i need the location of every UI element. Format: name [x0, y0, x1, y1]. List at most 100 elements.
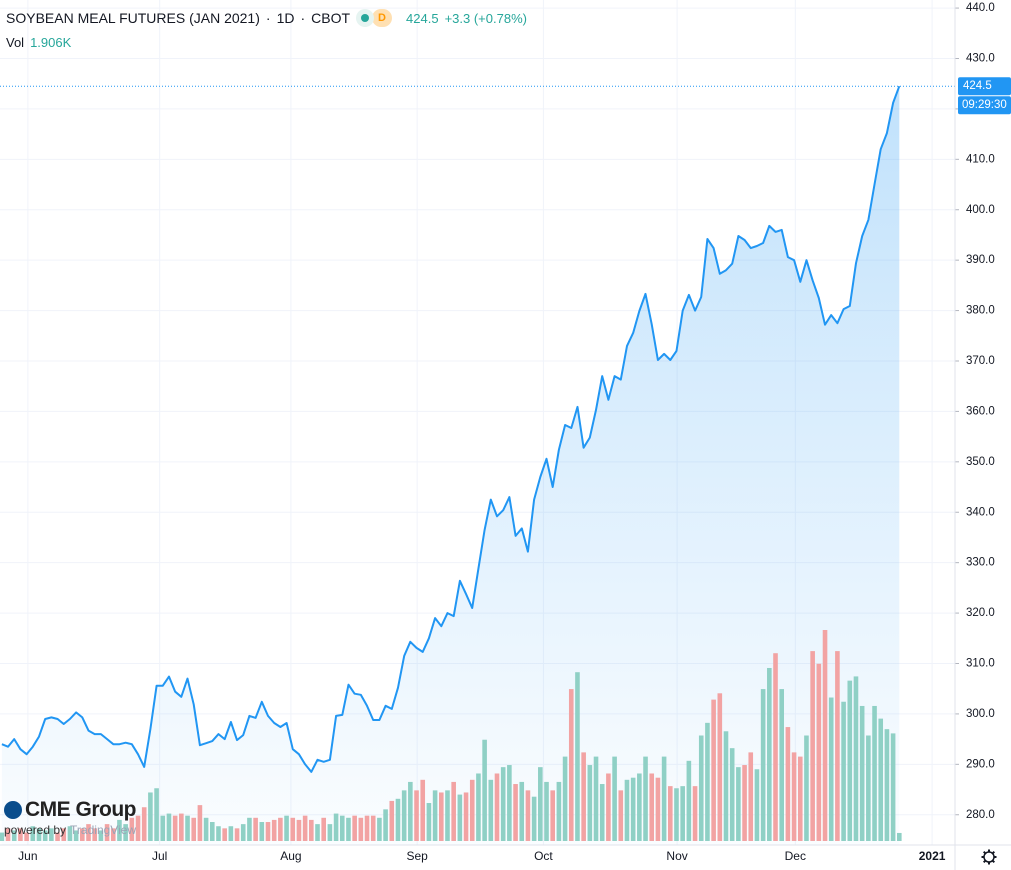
volume-bar: [575, 672, 580, 841]
volume-bar: [878, 718, 884, 841]
y-tick-label: 290.0: [966, 758, 995, 770]
separator: ·: [265, 10, 271, 26]
volume-bar: [420, 779, 426, 841]
logo[interactable]: CME Group powered by TradingView: [4, 798, 137, 837]
volume-bar: [519, 781, 525, 841]
volume-bar: [104, 824, 110, 841]
gear-tooth: [982, 850, 987, 855]
y-tick-label: 350.0: [966, 456, 995, 468]
volume-bar: [494, 773, 500, 841]
y-tick-label: 410.0: [966, 153, 995, 165]
volume-bar: [674, 788, 679, 841]
volume-bar: [637, 773, 642, 841]
volume-bar: [0, 832, 5, 841]
volume-legend: Vol 1.906K: [6, 35, 71, 50]
volume-bar: [606, 773, 611, 841]
x-tick-label: Dec: [785, 849, 806, 863]
volume-bar: [618, 790, 624, 841]
volume-bar: [55, 832, 60, 841]
y-tick-label: 320.0: [966, 607, 995, 619]
volume-bar: [587, 765, 593, 841]
volume-bar: [896, 832, 902, 841]
market-status[interactable]: D: [372, 9, 393, 27]
volume-bar: [377, 817, 382, 841]
volume-bar: [785, 727, 791, 841]
volume-bar: [216, 826, 221, 841]
exchange: CBOT: [311, 10, 351, 26]
y-tick-label: 280.0: [966, 809, 995, 821]
logo-name: CME Group: [4, 798, 137, 822]
logo-text: CME Group: [25, 798, 137, 821]
brand: TradingView: [70, 823, 137, 837]
volume-bar: [432, 790, 438, 841]
volume-bar: [661, 756, 667, 841]
interval[interactable]: 1D: [276, 10, 295, 26]
volume-bar: [315, 824, 320, 841]
volume-bar: [352, 815, 357, 841]
volume-bar: [630, 777, 636, 841]
gear-tooth: [991, 859, 996, 864]
y-tick-label: 430.0: [966, 53, 995, 65]
volume-bar: [463, 792, 469, 841]
volume-bar: [11, 830, 17, 841]
volume-bar: [538, 767, 543, 841]
volume-bar: [327, 824, 333, 841]
volume-bar: [680, 786, 685, 841]
settings-button[interactable]: [981, 849, 997, 865]
volume-bar: [445, 790, 450, 841]
volume-bar: [401, 790, 407, 841]
volume-bar: [698, 735, 704, 841]
volume-bar: [544, 781, 549, 841]
volume-bar: [890, 733, 896, 841]
y-tick-label: 340.0: [966, 506, 995, 518]
volume-bar: [500, 767, 506, 841]
logo-globe: [4, 801, 22, 819]
volume-bar: [234, 828, 240, 841]
volume-bar: [525, 790, 531, 841]
volume-bar: [779, 689, 785, 841]
gear-tooth: [991, 850, 996, 855]
volume-bar: [562, 756, 568, 841]
volume-bar: [160, 815, 166, 841]
volume-bar: [73, 830, 79, 841]
volume-bar: [247, 817, 252, 841]
volume-bar: [507, 765, 512, 841]
y-tick-label: 440.0: [966, 2, 995, 14]
volume-bar: [36, 828, 42, 841]
price-tag-label: 424.5: [963, 80, 992, 92]
x-tick-label: Nov: [666, 849, 687, 863]
volume-bar: [154, 788, 159, 841]
volume-bar: [228, 826, 234, 841]
volume-bar: [773, 653, 778, 841]
volume-bar: [835, 651, 840, 841]
volume-bar: [61, 828, 67, 841]
volume-bar: [736, 767, 741, 841]
volume-bar: [810, 651, 815, 841]
volume-bar: [760, 689, 766, 841]
volume-bar: [550, 790, 555, 841]
volume-bar: [179, 813, 184, 841]
y-tick-label: 310.0: [966, 658, 995, 670]
volume-bar: [884, 729, 890, 841]
x-tick-label: Aug: [280, 849, 301, 863]
volume-bar: [203, 817, 209, 841]
volume-bar: [872, 705, 877, 841]
price-area: [1, 86, 900, 845]
volume-bar: [49, 828, 54, 841]
volume-bar: [754, 769, 760, 841]
volume-bar: [767, 667, 772, 841]
volume-bar: [686, 760, 692, 841]
volume-bar: [742, 765, 747, 841]
volume-bar: [358, 817, 364, 841]
countdown-tag: [958, 96, 1011, 115]
volume-bar: [816, 663, 822, 841]
volume-bar: [321, 817, 326, 841]
volume-bar: [86, 824, 91, 841]
volume-bar: [383, 809, 388, 841]
volume-bar: [117, 819, 122, 841]
volume-bar: [141, 807, 147, 841]
volume-bar: [804, 735, 809, 841]
y-tick-label: 390.0: [966, 254, 995, 266]
volume-bar: [612, 756, 617, 841]
